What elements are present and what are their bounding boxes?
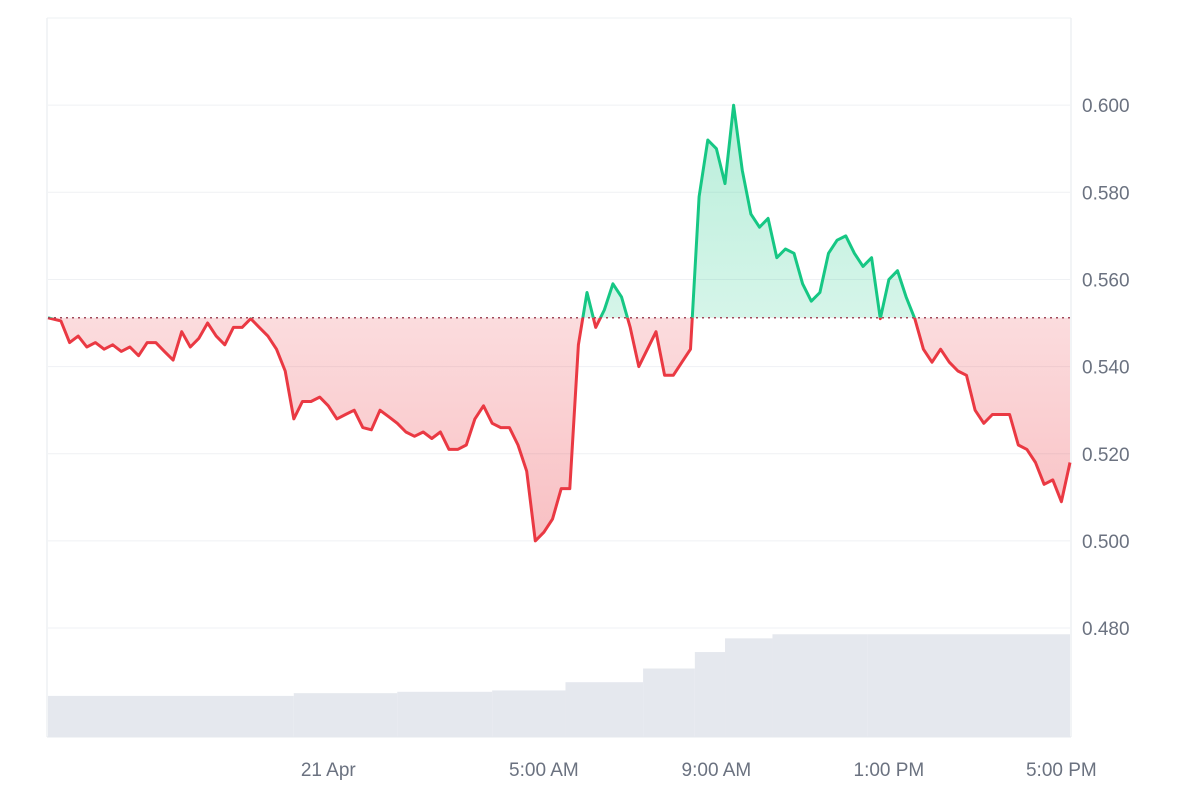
- area-below-baseline: [48, 317, 1070, 541]
- x-tick-label: 5:00 AM: [509, 760, 579, 781]
- y-tick-label: 0.560: [1082, 270, 1130, 291]
- x-tick-label: 5:00 PM: [1026, 760, 1097, 781]
- volume-bar: [725, 638, 773, 737]
- volume-bar: [397, 691, 493, 737]
- price-line-up: [47, 103, 917, 318]
- x-tick-label: 9:00 AM: [682, 760, 752, 781]
- volume-bar: [867, 634, 1070, 737]
- x-tick-label: 1:00 PM: [854, 760, 925, 781]
- price-line-down: [47, 317, 1072, 543]
- volume-bar: [492, 690, 566, 737]
- volume-bar: [772, 634, 868, 737]
- x-tick-label: 21 Apr: [301, 760, 357, 781]
- y-tick-label: 0.580: [1082, 183, 1130, 204]
- volume-bar: [694, 652, 726, 737]
- volume-bar: [643, 668, 695, 737]
- volume-bar: [565, 682, 644, 737]
- y-tick-label: 0.600: [1082, 96, 1130, 117]
- volume-bar: [293, 693, 398, 737]
- y-tick-label: 0.540: [1082, 358, 1130, 379]
- y-tick-label: 0.520: [1082, 445, 1130, 466]
- y-tick-label: 0.500: [1082, 532, 1130, 553]
- volume-bar: [48, 695, 294, 737]
- y-tick-label: 0.480: [1082, 619, 1130, 640]
